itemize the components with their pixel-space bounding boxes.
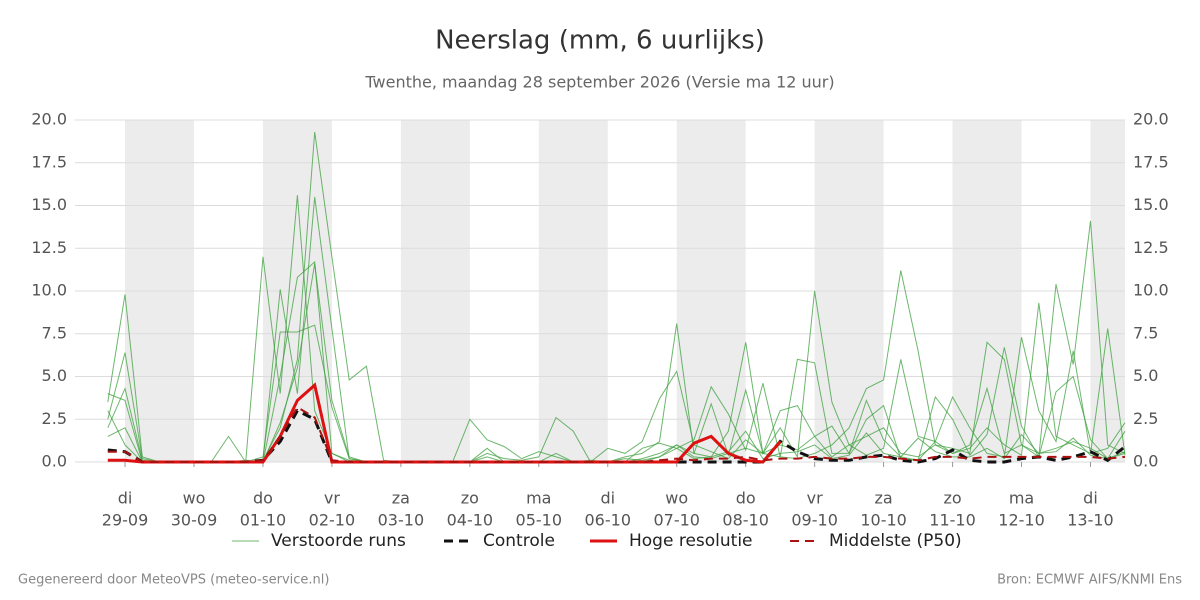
x-tick-date: 01-10 bbox=[240, 511, 287, 530]
x-tick-day: do bbox=[253, 489, 273, 508]
x-tick-date: 30-09 bbox=[171, 511, 218, 530]
x-tick-day: di bbox=[600, 489, 615, 508]
x-tick-day: ma bbox=[526, 489, 551, 508]
x-tick-date: 02-10 bbox=[309, 511, 356, 530]
x-tick-day: wo bbox=[665, 489, 688, 508]
x-tick-date: 04-10 bbox=[447, 511, 494, 530]
x-tick-date: 12-10 bbox=[998, 511, 1045, 530]
y-tick-label: 10.0 bbox=[31, 281, 67, 300]
y2-tick-label: 12.5 bbox=[1133, 238, 1169, 257]
footer-credit: Bron: ECMWF AIFS/KNMI Ens bbox=[997, 573, 1182, 588]
y2-tick-label: 20.0 bbox=[1133, 110, 1169, 129]
x-tick-date: 13-10 bbox=[1067, 511, 1114, 530]
y2-tick-label: 7.5 bbox=[1133, 323, 1158, 342]
legend-label: Controle bbox=[483, 531, 555, 551]
y-tick-label: 17.5 bbox=[31, 152, 67, 171]
y2-tick-label: 5.0 bbox=[1133, 366, 1158, 385]
legend-label: Hoge resolutie bbox=[629, 531, 753, 551]
x-tick-date: 05-10 bbox=[516, 511, 563, 530]
legend-label: Verstoorde runs bbox=[271, 531, 406, 551]
y2-tick-label: 17.5 bbox=[1133, 152, 1169, 171]
x-tick-day: ma bbox=[1009, 489, 1034, 508]
series-line bbox=[107, 405, 1126, 463]
y-tick-label: 7.5 bbox=[42, 323, 67, 342]
ensemble-line bbox=[107, 324, 1126, 463]
y2-tick-label: 10.0 bbox=[1133, 281, 1169, 300]
x-tick-date: 11-10 bbox=[929, 511, 976, 530]
x-tick-date: 09-10 bbox=[791, 511, 838, 530]
x-tick-day: zo bbox=[943, 489, 961, 508]
legend-label: Middelste (P50) bbox=[829, 531, 962, 551]
y-tick-label: 20.0 bbox=[31, 110, 67, 129]
x-tick-day: za bbox=[874, 489, 892, 508]
x-tick-day: zo bbox=[461, 489, 479, 508]
x-tick-day: vr bbox=[807, 489, 823, 508]
y2-tick-label: 0.0 bbox=[1133, 452, 1158, 471]
y-tick-label: 15.0 bbox=[31, 195, 67, 214]
series-line bbox=[107, 382, 782, 464]
y-tick-label: 2.5 bbox=[42, 409, 67, 428]
footer-source: Gegenereerd door MeteoVPS (meteo-service… bbox=[18, 573, 329, 588]
x-tick-date: 07-10 bbox=[653, 511, 700, 530]
chart-subtitle: Twenthe, maandag 28 september 2026 (Vers… bbox=[364, 73, 834, 92]
x-tick-date: 03-10 bbox=[378, 511, 425, 530]
x-tick-day: wo bbox=[183, 489, 206, 508]
y-tick-label: 12.5 bbox=[31, 238, 67, 257]
y2-tick-label: 2.5 bbox=[1133, 409, 1158, 428]
y-tick-label: 0.0 bbox=[42, 452, 67, 471]
x-tick-date: 29-09 bbox=[102, 511, 149, 530]
x-tick-date: 10-10 bbox=[860, 511, 907, 530]
y-tick-label: 5.0 bbox=[42, 366, 67, 385]
x-tick-day: za bbox=[392, 489, 410, 508]
x-tick-day: do bbox=[736, 489, 756, 508]
ensemble-line bbox=[107, 263, 1126, 463]
x-tick-day: di bbox=[1083, 489, 1098, 508]
y2-tick-label: 15.0 bbox=[1133, 195, 1169, 214]
ensemble-line bbox=[107, 195, 1126, 463]
x-tick-day: di bbox=[118, 489, 133, 508]
x-tick-date: 08-10 bbox=[722, 511, 769, 530]
x-tick-day: vr bbox=[324, 489, 340, 508]
x-tick-date: 06-10 bbox=[585, 511, 632, 530]
chart-title: Neerslag (mm, 6 uurlijks) bbox=[435, 26, 765, 56]
